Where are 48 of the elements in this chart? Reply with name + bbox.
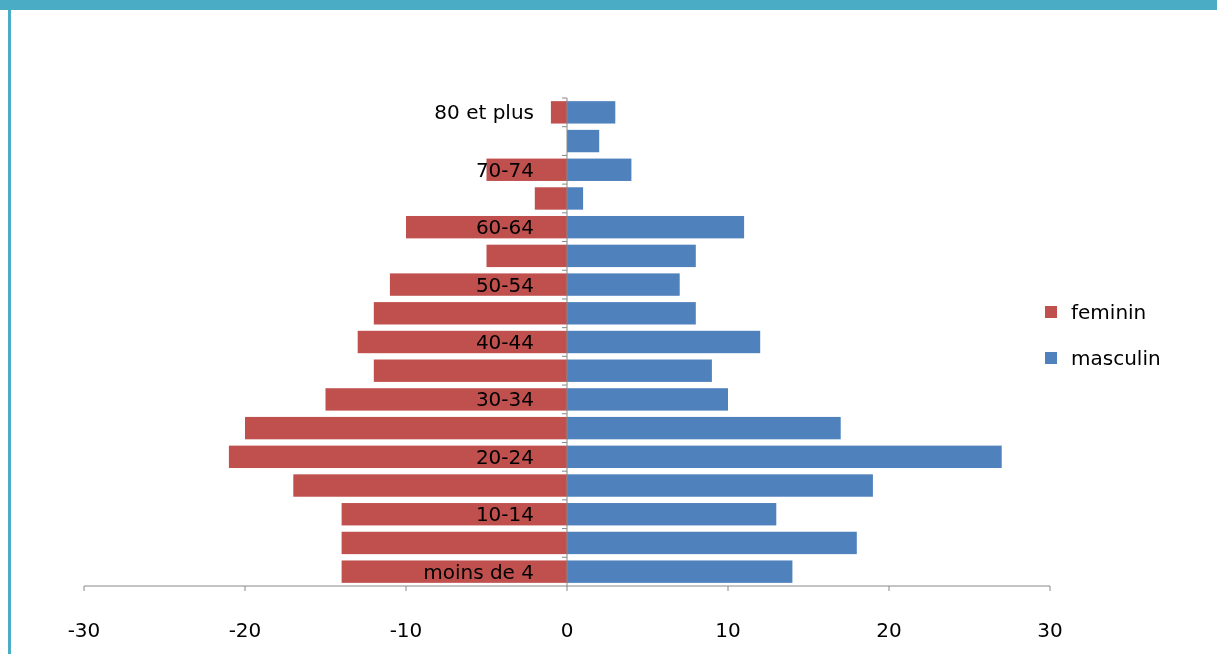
bar — [567, 416, 841, 440]
bar — [567, 244, 696, 268]
bar — [534, 187, 567, 210]
bar — [389, 273, 567, 296]
bar — [567, 273, 680, 296]
legend-label: feminin — [1071, 300, 1147, 324]
bar — [567, 474, 873, 497]
y-tick-label: 80 et plus — [434, 100, 534, 125]
y-tick-label: 30-34 — [475, 387, 534, 412]
y-tick-label: 60-64 — [475, 215, 534, 240]
x-tick-label: 10 — [715, 618, 741, 642]
bar — [341, 560, 567, 583]
bar — [325, 388, 567, 411]
bar — [341, 503, 567, 526]
bar — [341, 531, 567, 555]
bar — [373, 359, 567, 382]
bar — [486, 244, 567, 268]
bar — [567, 445, 1002, 469]
y-tick-label: moins de 4 — [423, 559, 534, 584]
bar — [567, 531, 857, 555]
bar — [567, 187, 584, 210]
bar — [567, 359, 712, 382]
y-tick-label: 40-44 — [475, 330, 534, 354]
bar — [567, 101, 616, 124]
bar — [567, 503, 777, 526]
bar — [245, 416, 567, 440]
bar — [567, 388, 728, 411]
bar — [228, 445, 567, 469]
legend-label: masculin — [1071, 346, 1161, 370]
bar — [567, 215, 745, 239]
y-tick-label: 20-24 — [475, 444, 534, 469]
bar — [567, 560, 793, 583]
x-tick-label: -30 — [67, 618, 101, 642]
bar — [550, 101, 567, 124]
x-tick-label: 20 — [876, 618, 902, 642]
x-tick-label: -10 — [389, 618, 423, 642]
x-tick-label: 0 — [560, 618, 574, 642]
bar — [567, 158, 632, 181]
x-tick-label: -20 — [228, 618, 262, 642]
bar — [567, 302, 696, 325]
bar — [357, 330, 567, 354]
y-tick-label: 50-54 — [475, 272, 534, 297]
bar — [293, 474, 567, 497]
y-tick-label: 10-14 — [475, 502, 534, 527]
bar — [567, 330, 761, 354]
bar — [373, 302, 567, 325]
bar — [567, 129, 600, 153]
x-tick-label: 30 — [1037, 618, 1063, 642]
